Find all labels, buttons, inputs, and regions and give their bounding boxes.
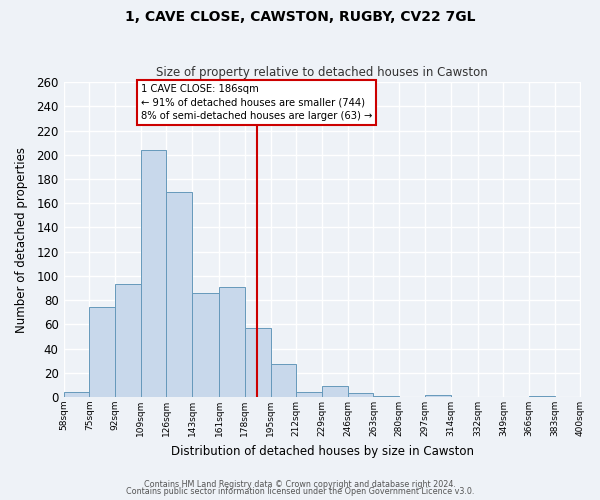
Text: Contains public sector information licensed under the Open Government Licence v3: Contains public sector information licen… [126,488,474,496]
Bar [296,392,322,397]
Bar [373,396,399,397]
Bar [529,396,555,397]
Bar [89,308,115,397]
Bar [166,192,192,397]
Text: 1, CAVE CLOSE, CAWSTON, RUGBY, CV22 7GL: 1, CAVE CLOSE, CAWSTON, RUGBY, CV22 7GL [125,10,475,24]
Bar [115,284,140,397]
X-axis label: Distribution of detached houses by size in Cawston: Distribution of detached houses by size … [170,444,473,458]
Bar [192,293,219,397]
Bar [64,392,89,397]
Bar [348,394,373,397]
Y-axis label: Number of detached properties: Number of detached properties [15,146,28,332]
Bar [322,386,348,397]
Bar [271,364,296,397]
Text: 1 CAVE CLOSE: 186sqm
← 91% of detached houses are smaller (744)
8% of semi-detac: 1 CAVE CLOSE: 186sqm ← 91% of detached h… [140,84,372,121]
Bar [425,394,451,397]
Title: Size of property relative to detached houses in Cawston: Size of property relative to detached ho… [156,66,488,80]
Bar [140,150,166,397]
Bar [245,328,271,397]
Text: Contains HM Land Registry data © Crown copyright and database right 2024.: Contains HM Land Registry data © Crown c… [144,480,456,489]
Bar [219,287,245,397]
